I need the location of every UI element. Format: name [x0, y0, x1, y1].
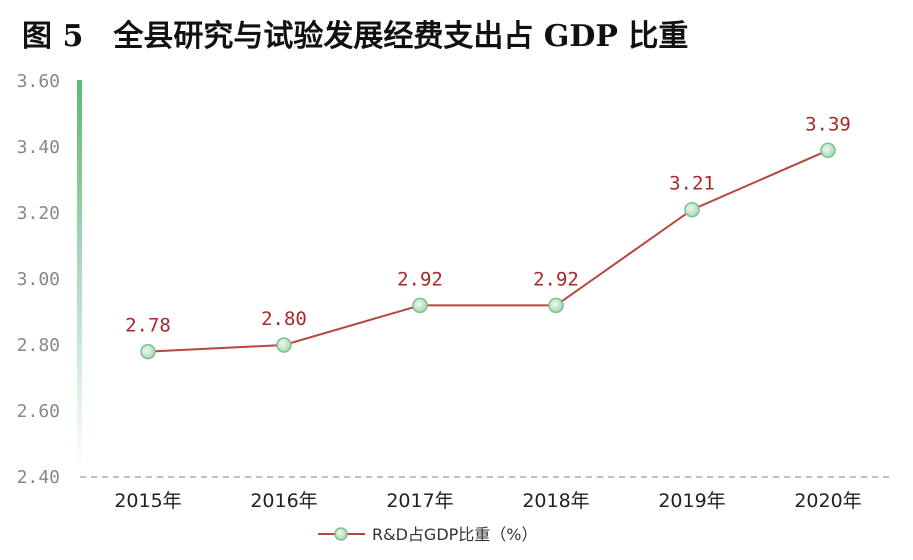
x-tick-label: 2016年 [250, 490, 317, 512]
y-tick-label: 3.20 [17, 203, 60, 224]
series-line [147, 149, 829, 353]
y-tick-label: 3.40 [17, 137, 60, 158]
legend-marker [334, 527, 348, 541]
x-tick-label: 2018年 [522, 490, 589, 512]
data-label: 2.92 [533, 268, 579, 290]
x-tick-label: 2019年 [658, 490, 725, 512]
data-point [412, 297, 428, 314]
data-point [140, 343, 156, 360]
data-label: 2.80 [261, 308, 307, 330]
data-label: 2.92 [397, 268, 443, 290]
x-tick-label: 2017年 [386, 490, 453, 512]
data-point [684, 201, 700, 218]
y-tick-label: 3.00 [17, 269, 60, 290]
y-tick-label: 2.80 [17, 335, 60, 356]
chart-title: 图 5 全县研究与试验发展经费支出占 GDP 比重 [22, 19, 688, 54]
data-point [548, 297, 564, 314]
data-label: 3.39 [805, 113, 851, 135]
data-label: 3.21 [669, 173, 715, 195]
data-labels: 2.78 2.80 2.92 2.92 3.21 3.39 [125, 113, 851, 336]
data-point [276, 337, 292, 353]
y-tick-labels: 2.40 2.60 2.80 3.00 3.20 3.40 3.60 [17, 71, 60, 488]
legend-label: R&D占GDP比重（%） [372, 525, 538, 544]
x-tick-label: 2020年 [794, 490, 861, 512]
x-tick-label: 2015年 [114, 490, 181, 512]
y-tick-label: 2.40 [17, 467, 60, 488]
data-points [140, 142, 836, 360]
legend: R&D占GDP比重（%） [318, 525, 538, 544]
y-tick-label: 2.60 [17, 401, 60, 422]
data-label: 2.78 [125, 315, 171, 337]
data-point [820, 142, 836, 159]
x-tick-labels: 2015年 2016年 2017年 2018年 2019年 2020年 [114, 490, 861, 512]
y-axis-bar [77, 80, 82, 470]
y-tick-label: 3.60 [17, 71, 60, 92]
